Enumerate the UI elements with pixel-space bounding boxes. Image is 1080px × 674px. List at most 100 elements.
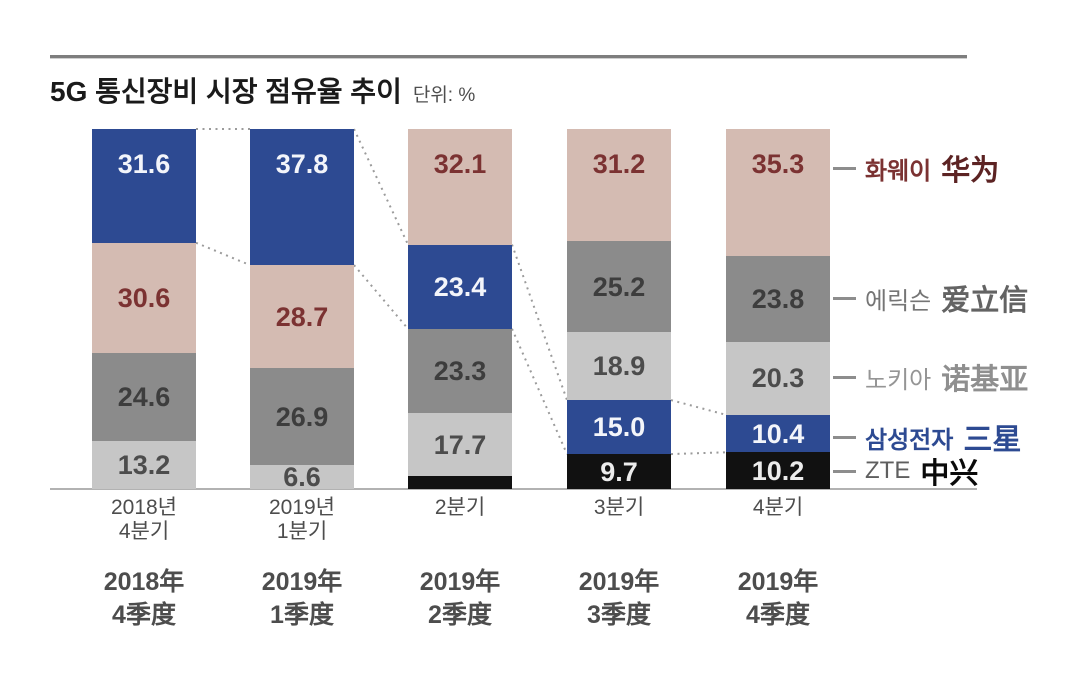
bar-segment-nokia: 6.6 xyxy=(250,462,354,493)
bar-segment-huawei: 31.2 xyxy=(567,129,671,242)
x-axis-label-line: 2018년 xyxy=(110,496,178,519)
segment-value-label: 6.6 xyxy=(283,462,321,493)
segment-value-label: 17.7 xyxy=(433,429,487,460)
bar-segment-samsung: 10.4 xyxy=(726,414,830,453)
segment-value-label: 15.0 xyxy=(592,412,646,443)
x-axis-label-korean: 4분기 xyxy=(699,496,857,520)
bar-segment-samsung: 23.4 xyxy=(408,244,512,329)
stacked-bar-3: 32.1 23.4 23.3 17.7 xyxy=(408,129,512,489)
x-axis-caption-line: 2季度 xyxy=(428,601,492,629)
legend-label-korean: ZTE xyxy=(865,457,911,484)
legend-label-chinese: 爱立信 xyxy=(941,285,1029,317)
x-axis-caption-chinese: 2019年 4季度 xyxy=(699,566,857,632)
bar-segment-nokia: 20.3 xyxy=(726,341,830,415)
legend-tick-line xyxy=(833,435,856,439)
legend-tick-line xyxy=(833,469,856,473)
bar-segment-ericsson: 26.9 xyxy=(250,368,354,466)
x-axis-caption-chinese: 2019年 2季度 xyxy=(381,566,539,632)
trend-connector-line xyxy=(511,328,568,455)
stacked-bar-4: 31.2 25.2 18.9 15.0 9.7 xyxy=(567,129,671,489)
legend-row-samsung: 삼성전자 三星 xyxy=(833,419,1022,456)
bar-segment-nokia: 17.7 xyxy=(408,412,512,477)
trend-connector-line xyxy=(511,244,568,401)
unit-label: 단위: % xyxy=(412,85,476,106)
segment-value-label: 25.2 xyxy=(592,271,646,302)
bar-segment-ericsson: 23.3 xyxy=(408,328,512,413)
x-axis-caption-chinese: 2019年 3季度 xyxy=(540,566,698,632)
segment-value-label: 23.4 xyxy=(433,271,487,302)
segment-value-label: 35.3 xyxy=(751,149,805,179)
x-axis-label-line: 1분기 xyxy=(276,520,328,543)
bar-segment-ericsson: 25.2 xyxy=(567,241,671,333)
stacked-bar-5: 35.3 23.8 20.3 10.4 10.2 xyxy=(726,129,830,489)
x-axis-label-line: 3분기 xyxy=(593,496,645,519)
legend-row-huawei: 화웨이 华为 xyxy=(833,150,1000,187)
trend-connector-line xyxy=(670,451,727,456)
trend-connector-line xyxy=(353,264,409,330)
segment-value-label: 30.6 xyxy=(117,282,171,313)
segment-value-label: 10.4 xyxy=(751,418,805,449)
x-axis-label-line: 2분기 xyxy=(434,496,486,519)
bar-segment-huawei: 30.6 xyxy=(92,242,196,353)
segment-value-label: 20.3 xyxy=(751,363,805,394)
legend-label-chinese: 诺基亚 xyxy=(941,364,1029,396)
x-axis-caption-line: 4季度 xyxy=(746,601,810,629)
bar-segment-huawei: 28.7 xyxy=(250,265,354,369)
top-rule xyxy=(50,55,967,59)
trend-connector-line xyxy=(670,399,727,416)
trend-connector-line xyxy=(353,128,409,245)
legend-tick-line xyxy=(833,375,856,379)
bar-segment-samsung: 15.0 xyxy=(567,400,671,455)
segment-value-label: 23.3 xyxy=(433,355,487,386)
legend-label-korean: 에릭슨 xyxy=(865,287,932,315)
segment-value-label: 10.2 xyxy=(751,455,805,486)
bar-segment-zte: 9.7 xyxy=(567,454,671,489)
legend-tick-line xyxy=(833,296,856,300)
stacked-bar-2: 37.8 28.7 26.9 6.6 xyxy=(250,129,354,493)
segment-value-label: 31.6 xyxy=(117,149,171,179)
x-axis-label-korean: 2019년 1분기 xyxy=(223,496,381,544)
legend-label-chinese: 中兴 xyxy=(920,458,979,490)
x-axis-caption-chinese: 2019年 1季度 xyxy=(223,566,381,632)
x-axis-caption-line: 2019年 xyxy=(737,568,819,596)
bar-segment-ericsson: 23.8 xyxy=(726,256,830,342)
legend-label-korean: 삼성전자 xyxy=(865,426,954,454)
segment-value-label: 37.8 xyxy=(275,149,329,179)
segment-value-label: 9.7 xyxy=(600,456,638,487)
legend-label-chinese: 三星 xyxy=(963,424,1022,456)
legend-row-zte: ZTE 中兴 xyxy=(833,453,979,490)
stacked-bar-1: 31.6 30.6 24.6 13.2 xyxy=(92,129,196,489)
segment-value-label: 23.8 xyxy=(751,283,805,314)
chart-title: 5G 통신장비 시장 점유율 추이 xyxy=(50,76,402,107)
legend-label-korean: 화웨이 xyxy=(865,157,932,185)
legend-label-korean: 노키아 xyxy=(865,366,932,394)
segment-value-label: 13.2 xyxy=(117,450,171,481)
bar-segment-nokia: 13.2 xyxy=(92,441,196,489)
x-axis-label-line: 4분기 xyxy=(752,496,804,519)
x-axis-label-korean: 2분기 xyxy=(381,496,539,520)
segment-value-label: 18.9 xyxy=(592,351,646,382)
x-axis-label-line: 4분기 xyxy=(118,520,170,543)
segment-value-label: 31.2 xyxy=(592,149,646,179)
bar-segment-huawei: 32.1 xyxy=(408,129,512,245)
x-axis-label-korean: 3분기 xyxy=(540,496,698,520)
x-axis-label-korean: 2018년 4분기 xyxy=(65,496,223,544)
legend-label-chinese: 华为 xyxy=(941,155,1000,187)
bar-segment-zte: 10.2 xyxy=(726,452,830,489)
x-axis-caption-line: 2019年 xyxy=(578,568,660,596)
x-axis-line xyxy=(50,488,977,490)
bar-segment-samsung: 31.6 xyxy=(92,129,196,243)
legend-tick-line xyxy=(833,166,856,170)
x-axis-caption-chinese: 2018年 4季度 xyxy=(65,566,223,632)
bar-segment-zte xyxy=(408,476,512,489)
legend-row-ericsson: 에릭슨 爱立信 xyxy=(833,280,1029,317)
x-axis-caption-line: 2019年 xyxy=(261,568,343,596)
bar-segment-samsung: 37.8 xyxy=(250,129,354,266)
bar-segment-ericsson: 24.6 xyxy=(92,352,196,442)
segment-value-label: 26.9 xyxy=(275,401,329,432)
x-axis-caption-line: 3季度 xyxy=(587,601,651,629)
x-axis-caption-line: 2019年 xyxy=(419,568,501,596)
x-axis-caption-line: 2018年 xyxy=(103,568,185,596)
